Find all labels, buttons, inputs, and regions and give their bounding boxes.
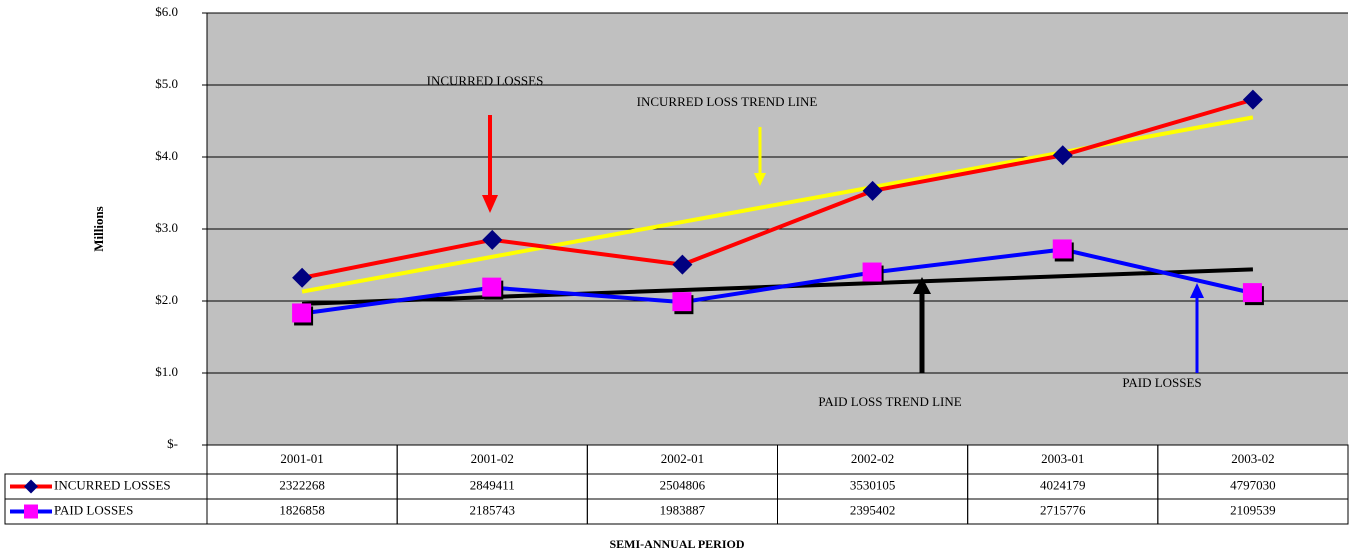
y-tick-label: $1.0	[155, 364, 178, 379]
marker	[1052, 145, 1073, 166]
x-tick-label: 2003-01	[1041, 451, 1084, 466]
x-tick-label: 2001-01	[280, 451, 323, 466]
annotation: INCURRED LOSSES	[427, 73, 544, 88]
table-value: 2395402	[850, 502, 896, 517]
marker	[672, 254, 693, 275]
table-value: 3530105	[850, 477, 896, 492]
x-tick-label: 2001-02	[471, 451, 514, 466]
legend-label: PAID LOSSES	[54, 502, 133, 517]
marker	[482, 229, 503, 250]
table-value: 4797030	[1230, 477, 1276, 492]
series-line	[301, 247, 1254, 316]
marker	[1052, 239, 1072, 259]
table-value: 2504806	[660, 477, 706, 492]
y-tick-label: $-	[167, 436, 178, 451]
marker	[292, 267, 313, 288]
table-value: 1983887	[660, 502, 706, 517]
arrow-head	[913, 277, 931, 294]
table-value: 2715776	[1040, 502, 1086, 517]
x-tick-label: 2002-01	[661, 451, 704, 466]
annotation: PAID LOSSES	[1122, 375, 1201, 390]
arrow-head	[754, 173, 766, 186]
marker	[482, 277, 502, 297]
annotation: INCURRED LOSS TREND LINE	[637, 94, 818, 109]
legend-label: INCURRED LOSSES	[54, 477, 171, 492]
marker	[1242, 283, 1262, 303]
arrows	[482, 115, 1204, 373]
y-tick-label: $5.0	[155, 76, 178, 91]
series-line	[301, 97, 1254, 280]
marker	[862, 262, 882, 282]
x-axis-title: SEMI-ANNUAL PERIOD	[609, 537, 744, 551]
annotation: PAID LOSS TREND LINE	[818, 394, 961, 409]
x-tick-label: 2003-02	[1231, 451, 1274, 466]
table-value: 2109539	[1230, 502, 1276, 517]
table-cell	[1157, 498, 1349, 525]
y-tick-label: $6.0	[155, 4, 178, 19]
y-tick-label: $4.0	[155, 148, 178, 163]
table-value: 4024179	[1040, 477, 1086, 492]
arrow-head	[1190, 283, 1204, 298]
table-value: 2849411	[470, 477, 515, 492]
y-axis-title: Millions	[91, 206, 106, 252]
y-tick-label: $2.0	[155, 292, 178, 307]
table-cell	[4, 498, 208, 525]
x-tick-label: 2002-02	[851, 451, 894, 466]
marker	[672, 292, 692, 312]
legend-marker	[24, 504, 38, 519]
table-value: 1826858	[279, 502, 325, 517]
y-tick-label: $3.0	[155, 220, 178, 235]
marker	[292, 303, 312, 323]
marker	[1242, 89, 1263, 110]
arrow-head	[482, 195, 498, 213]
table-value: 2322268	[279, 477, 325, 492]
legend-marker	[24, 479, 38, 494]
table-value: 2185743	[470, 502, 516, 517]
marker	[862, 180, 883, 201]
